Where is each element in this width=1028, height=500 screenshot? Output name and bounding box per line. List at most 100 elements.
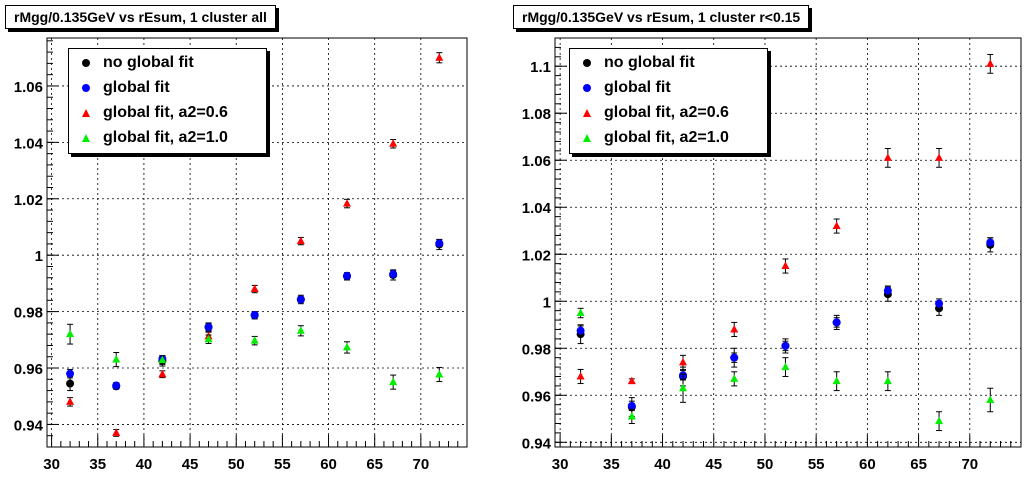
y-tick-label: 0.96 bbox=[522, 388, 551, 405]
data-point bbox=[935, 416, 944, 425]
right-legend: no global fit global fit global fit, a2=… bbox=[569, 48, 768, 154]
x-tick-label: 55 bbox=[808, 456, 825, 473]
black-dot-marker bbox=[82, 58, 90, 67]
series-group bbox=[66, 52, 444, 437]
x-tick-label: 70 bbox=[961, 456, 978, 473]
data-point bbox=[158, 355, 167, 364]
y-tick-label: 0.98 bbox=[522, 341, 551, 358]
right-pad: 30 35 40 45 50 55 60 65 70 0.94 0.96 0.98 1 1.02 1.04 1… bbox=[508, 0, 1028, 500]
blue-dot-marker bbox=[583, 83, 591, 92]
x-tick-label: 50 bbox=[757, 456, 774, 473]
black-dot-marker bbox=[583, 58, 591, 67]
data-point bbox=[986, 59, 995, 67]
x-tick-label: 35 bbox=[89, 456, 106, 473]
data-point bbox=[883, 376, 892, 385]
x-tick-label: 40 bbox=[654, 456, 671, 473]
data-point bbox=[679, 357, 688, 366]
data-point bbox=[730, 353, 739, 362]
legend-label: global fit, a2=0.6 bbox=[103, 103, 228, 121]
legend-label: no global fit bbox=[103, 53, 194, 71]
red-triangle-marker bbox=[82, 108, 90, 117]
y-tick-label: 1 bbox=[543, 294, 551, 311]
legend-label: global fit bbox=[103, 78, 170, 96]
data-point bbox=[296, 295, 305, 304]
x-tick-label: 55 bbox=[274, 456, 291, 473]
legend-entry: global fit bbox=[69, 75, 170, 100]
data-point bbox=[781, 362, 790, 371]
data-point bbox=[296, 236, 305, 245]
data-point bbox=[832, 376, 841, 385]
data-point bbox=[66, 379, 75, 388]
x-tick-label: 60 bbox=[320, 456, 337, 473]
data-point bbox=[627, 401, 636, 410]
legend-entry: global fit, a2=1.0 bbox=[570, 125, 729, 150]
data-point bbox=[66, 329, 75, 338]
data-point bbox=[158, 369, 167, 378]
data-point bbox=[66, 397, 75, 405]
green-triangle-marker bbox=[583, 133, 591, 142]
y-tick-label: 1.06 bbox=[14, 79, 43, 96]
data-point bbox=[986, 395, 995, 403]
x-tick-label: 35 bbox=[603, 456, 620, 473]
left-plot-title: rMgg/0.135GeV vs rEsum, 1 cluster all bbox=[5, 5, 276, 29]
left-legend: no global fit global fit global fit, a2=… bbox=[68, 48, 267, 154]
x-tick-label: 65 bbox=[366, 456, 383, 473]
legend-entry: no global fit bbox=[69, 50, 194, 75]
legend-label: global fit, a2=0.6 bbox=[604, 103, 729, 121]
data-point bbox=[781, 261, 790, 270]
data-point bbox=[627, 376, 636, 385]
y-tick-label: 1.02 bbox=[14, 192, 43, 209]
data-point bbox=[935, 153, 944, 161]
left-pad: 30 35 40 45 50 55 60 65 70 0.94 0.96 0.98 1 1.02 1.04 1… bbox=[0, 0, 504, 500]
x-tick-label: 70 bbox=[413, 456, 430, 473]
data-point bbox=[730, 324, 739, 333]
x-tick-label: 40 bbox=[136, 456, 153, 473]
y-tick-label: 1.1 bbox=[530, 59, 551, 76]
data-point bbox=[576, 308, 585, 317]
series-group bbox=[576, 307, 995, 432]
y-tick-label: 1.02 bbox=[522, 247, 551, 264]
x-tick-label: 50 bbox=[228, 456, 245, 473]
legend-label: global fit bbox=[604, 78, 671, 96]
y-tick-label: 0.94 bbox=[14, 417, 44, 434]
blue-dot-marker bbox=[82, 83, 90, 92]
data-point bbox=[679, 383, 688, 392]
x-tick-label: 60 bbox=[859, 456, 876, 473]
data-point bbox=[389, 139, 398, 147]
data-point bbox=[250, 336, 259, 344]
data-point bbox=[112, 428, 121, 436]
legend-label: global fit, a2=1.0 bbox=[604, 128, 729, 146]
y-tick-label: 0.94 bbox=[522, 435, 552, 452]
data-point bbox=[250, 310, 259, 319]
data-point bbox=[343, 271, 351, 280]
legend-entry: no global fit bbox=[570, 50, 695, 75]
data-point bbox=[343, 342, 351, 351]
plot-frame bbox=[46, 37, 468, 448]
data-point bbox=[435, 53, 444, 61]
x-tick-label: 45 bbox=[182, 456, 199, 473]
data-point bbox=[883, 153, 892, 161]
data-point bbox=[781, 341, 790, 350]
y-tick-label: 0.98 bbox=[14, 305, 43, 322]
data-point bbox=[435, 239, 444, 248]
legend-entry: global fit bbox=[570, 75, 671, 100]
data-point bbox=[296, 326, 305, 334]
data-point bbox=[730, 374, 739, 382]
data-point bbox=[883, 286, 892, 295]
data-point bbox=[112, 381, 121, 390]
legend-entry: global fit, a2=0.6 bbox=[69, 100, 228, 125]
data-point bbox=[389, 377, 398, 386]
y-tick-label: 0.96 bbox=[14, 361, 43, 378]
y-tick-label: 1 bbox=[35, 248, 43, 265]
green-triangle-marker bbox=[82, 133, 90, 142]
legend-label: no global fit bbox=[604, 53, 695, 71]
right-plot-title: rMgg/0.135GeV vs rEsum, 1 cluster r<0.15 bbox=[513, 5, 810, 29]
x-tick-label: 65 bbox=[910, 456, 927, 473]
data-point bbox=[832, 318, 841, 327]
data-point bbox=[576, 371, 585, 380]
data-point bbox=[204, 334, 213, 343]
x-tick-label: 30 bbox=[43, 456, 60, 473]
data-point bbox=[389, 270, 398, 279]
legend-entry: global fit, a2=0.6 bbox=[570, 100, 729, 125]
